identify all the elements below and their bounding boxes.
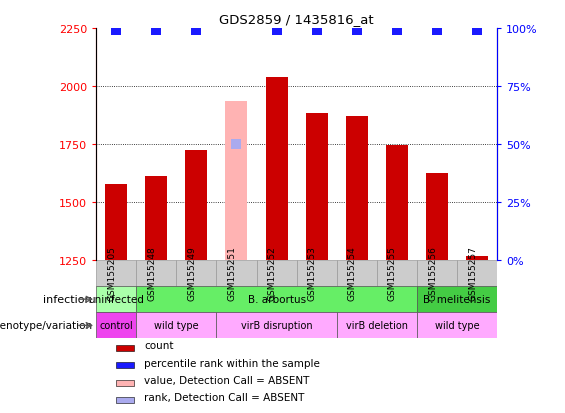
Bar <box>266 78 288 260</box>
Text: B. arbortus: B. arbortus <box>247 294 306 304</box>
Text: GSM155255: GSM155255 <box>388 246 397 301</box>
Bar <box>116 362 134 368</box>
Text: value, Detection Call = ABSENT: value, Detection Call = ABSENT <box>144 375 310 385</box>
Bar <box>116 380 134 386</box>
Text: wild type: wild type <box>435 320 479 330</box>
Text: count: count <box>144 340 173 351</box>
Text: percentile rank within the sample: percentile rank within the sample <box>144 358 320 368</box>
Text: virB disruption: virB disruption <box>241 320 312 330</box>
Bar <box>417 313 497 339</box>
Point <box>312 28 321 35</box>
Bar <box>306 113 328 260</box>
Bar <box>96 260 136 286</box>
Bar <box>105 185 127 260</box>
Bar <box>136 286 417 313</box>
Text: GSM155257: GSM155257 <box>468 246 477 301</box>
Bar <box>116 397 134 403</box>
Text: GSM155248: GSM155248 <box>147 246 156 301</box>
Point <box>392 28 401 35</box>
Point <box>472 28 481 35</box>
Bar <box>176 260 216 286</box>
Text: wild type: wild type <box>154 320 198 330</box>
Text: GSM155249: GSM155249 <box>188 246 197 301</box>
Bar <box>426 173 448 260</box>
Bar <box>346 117 368 260</box>
Bar <box>185 150 207 260</box>
Text: GSM155253: GSM155253 <box>308 246 316 301</box>
Title: GDS2859 / 1435816_at: GDS2859 / 1435816_at <box>219 13 374 26</box>
Point <box>272 28 281 35</box>
Bar <box>457 260 497 286</box>
Point <box>433 28 442 35</box>
Bar <box>417 260 457 286</box>
Bar <box>466 257 488 260</box>
Bar <box>386 146 408 260</box>
Bar <box>257 260 297 286</box>
Point <box>232 141 241 148</box>
Bar <box>417 286 497 313</box>
Text: virB deletion: virB deletion <box>346 320 408 330</box>
Bar <box>377 260 417 286</box>
Text: GSM155251: GSM155251 <box>228 246 237 301</box>
Bar <box>116 345 134 351</box>
Text: genotype/variation: genotype/variation <box>0 320 92 330</box>
Point <box>151 28 161 35</box>
Text: GSM155252: GSM155252 <box>268 246 277 301</box>
Point <box>192 28 201 35</box>
Text: infection: infection <box>44 294 92 304</box>
Bar <box>225 102 247 260</box>
Bar <box>337 313 417 339</box>
Bar <box>216 260 257 286</box>
Bar <box>145 177 167 260</box>
Text: GSM155254: GSM155254 <box>348 246 357 301</box>
Text: rank, Detection Call = ABSENT: rank, Detection Call = ABSENT <box>144 392 305 403</box>
Bar <box>96 286 136 313</box>
Bar <box>297 260 337 286</box>
Text: control: control <box>99 320 133 330</box>
Bar <box>216 313 337 339</box>
Point <box>112 28 121 35</box>
Text: uninfected: uninfected <box>88 294 144 304</box>
Bar <box>96 313 136 339</box>
Text: GSM155205: GSM155205 <box>107 246 116 301</box>
Bar <box>337 260 377 286</box>
Text: GSM155256: GSM155256 <box>428 246 437 301</box>
Bar <box>136 260 176 286</box>
Bar <box>136 313 216 339</box>
Text: B. melitensis: B. melitensis <box>423 294 491 304</box>
Point <box>353 28 362 35</box>
